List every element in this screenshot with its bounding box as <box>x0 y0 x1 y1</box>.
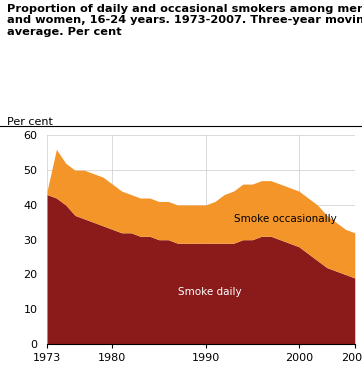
Text: Proportion of daily and occasional smokers among men
and women, 16-24 years. 197: Proportion of daily and occasional smoke… <box>7 4 362 37</box>
Text: Per cent: Per cent <box>7 117 53 127</box>
Text: Smoke daily: Smoke daily <box>178 287 241 297</box>
Text: Smoke occasionally: Smoke occasionally <box>233 214 336 224</box>
